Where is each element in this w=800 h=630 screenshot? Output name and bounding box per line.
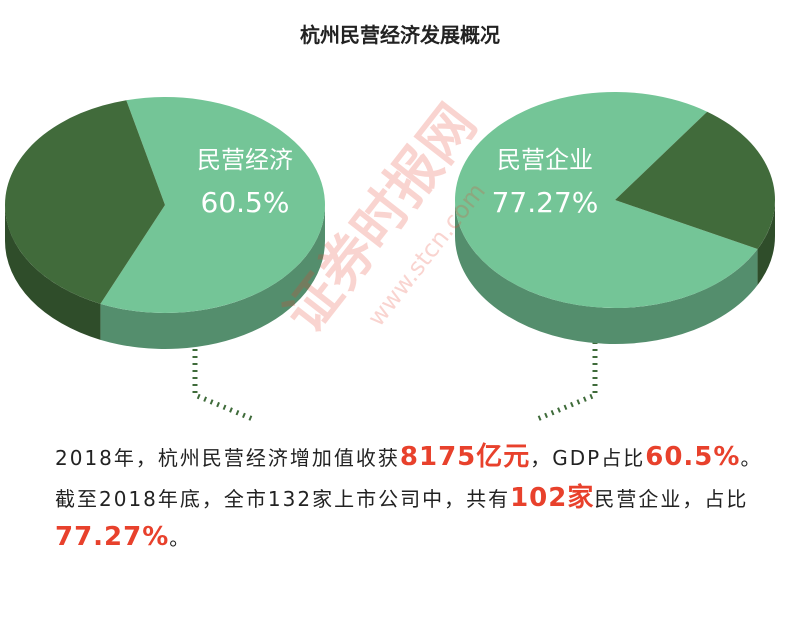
- chart-title: 杭州民营经济发展概况: [300, 23, 500, 47]
- text: 截至2018年底，全市132家上市公司中，共有: [55, 487, 511, 511]
- slice-label: 民营企业: [497, 146, 593, 174]
- paragraph: 2018年，杭州民营经济增加值收获8175亿元，GDP占比60.5%。: [55, 438, 775, 477]
- highlight: 77.27%: [55, 522, 170, 552]
- text: 。: [740, 446, 763, 470]
- paragraph: 截至2018年底，全市132家上市公司中，共有102家民营企业，占比 77.27%…: [55, 479, 775, 557]
- highlight: 102家: [510, 483, 595, 513]
- pie-side: [100, 205, 325, 349]
- pie-side: [455, 200, 758, 344]
- text: 民营企业，占比: [594, 487, 749, 511]
- pie-slice: [455, 91, 758, 308]
- pie-slice: [100, 97, 325, 313]
- text: 。: [169, 526, 192, 550]
- connector: [192, 335, 256, 423]
- pie-side: [757, 200, 775, 286]
- text: ，GDP占比: [530, 446, 646, 470]
- pie-side: [5, 205, 101, 340]
- pie-slice: [4, 100, 166, 304]
- connector: [534, 335, 598, 423]
- chart: 杭州民营经济发展概况 民营经济60.5%民营企业77.27%证券时报网www.s…: [4, 23, 775, 423]
- slice-label: 民营经济: [197, 146, 293, 174]
- text: 2018年，杭州民营经济增加值收获: [55, 446, 400, 470]
- slice-value: 60.5%: [201, 186, 290, 219]
- highlight: 8175亿元: [399, 442, 531, 472]
- slice-value: 77.27%: [492, 186, 599, 219]
- description: 2018年，杭州民营经济增加值收获8175亿元，GDP占比60.5%。 截至201…: [55, 438, 775, 559]
- highlight: 60.5%: [645, 442, 741, 472]
- pie-slice: [615, 111, 775, 250]
